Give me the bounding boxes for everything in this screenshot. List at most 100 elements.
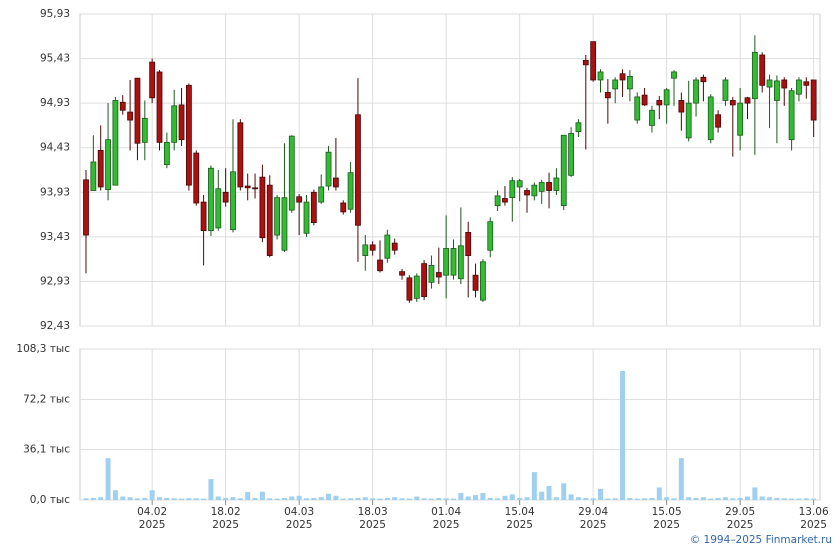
candle-body [163, 141, 170, 166]
volume-bar [274, 498, 280, 500]
candle-body [156, 71, 163, 143]
y-tick-label: 36,1 тыс [23, 444, 70, 456]
volume-bar [781, 498, 787, 500]
candle-body [384, 234, 391, 259]
candle-body [671, 71, 677, 79]
volume-bar [326, 493, 332, 500]
volume-bar [473, 495, 479, 500]
candle-body [751, 51, 758, 100]
candle-body [590, 41, 597, 81]
candle-body [722, 79, 729, 101]
candle-body [171, 105, 178, 143]
candle-body [340, 202, 347, 213]
volume-bar [230, 497, 236, 500]
candle-body [649, 109, 655, 126]
volume-bar [406, 498, 412, 500]
x-tick-label: 04.02 2025 [137, 506, 168, 531]
candle-body [494, 195, 501, 207]
volume-bar [583, 497, 589, 500]
candle-body [112, 100, 119, 186]
candle-body [457, 245, 464, 280]
candle-body [288, 135, 295, 211]
candle-body [465, 231, 472, 256]
candle-body [119, 101, 126, 111]
volume-bar [311, 497, 317, 500]
candle-body [582, 59, 589, 66]
candle-body [487, 221, 494, 251]
candle-body [421, 263, 428, 297]
candle-body [560, 134, 567, 207]
x-tick-label: 15.04 2025 [504, 506, 535, 531]
source: © 1994–2025 Finmarket.ru [689, 534, 832, 546]
candle-body [612, 79, 619, 90]
volume-bar [436, 497, 442, 500]
candle-body [575, 122, 582, 133]
volume-bar [458, 493, 464, 500]
volume-bar [120, 496, 126, 500]
volume-bar [399, 498, 405, 500]
candle-body [134, 77, 141, 144]
y-tick-label: 95,43 [40, 53, 70, 65]
volume-bar [796, 498, 802, 500]
volume-bar [708, 498, 714, 500]
x-tick-label: 01.04 2025 [431, 506, 462, 531]
x-tick-label: 15.05 2025 [651, 506, 682, 531]
candle-body [715, 114, 721, 128]
candle-body [244, 185, 251, 189]
volume-bar [304, 498, 309, 500]
y-tick-label: 72,2 тыс [23, 393, 70, 405]
candle-body [90, 161, 97, 191]
candle-body [766, 79, 773, 88]
volume-bar [517, 497, 523, 500]
x-tick-label: 18.02 2025 [210, 506, 241, 531]
x-tick-label: 29.04 2025 [578, 506, 609, 531]
candle-body [538, 182, 545, 192]
volume-bar [524, 497, 530, 500]
volume-bar [127, 497, 133, 500]
volume-bar [480, 493, 486, 500]
candle-body [406, 277, 413, 301]
volume-bar [105, 458, 111, 500]
volume-bar [414, 496, 420, 500]
volume-bar [237, 498, 243, 500]
volume-bar [186, 498, 192, 500]
volume-bar [568, 494, 574, 500]
candle-body [259, 176, 266, 239]
candle-body [377, 259, 383, 272]
candle-body [127, 111, 133, 121]
candle-body [788, 90, 795, 141]
candle-body [215, 188, 222, 229]
x-tick-label: 13.06 2025 [798, 506, 829, 531]
candle-body [553, 177, 560, 191]
candle-body [141, 117, 148, 143]
candle-body [627, 76, 633, 90]
volume-bar [83, 498, 89, 500]
volume-bar [215, 496, 221, 500]
volume-bar [487, 497, 493, 500]
volume-bar [678, 458, 684, 500]
y-tick-label: 0,0 тыс [30, 494, 70, 506]
candle-body [707, 96, 714, 141]
candle-body [774, 80, 780, 101]
volume-bar [722, 497, 728, 500]
candle-body [516, 180, 523, 188]
candle-body [810, 79, 817, 121]
candle-body [619, 73, 626, 81]
volume-bar [90, 497, 96, 500]
candle-body [310, 191, 317, 223]
volume-panel [79, 348, 821, 501]
candle-body [185, 84, 192, 186]
volume-bar [531, 472, 537, 500]
candle-body [413, 275, 420, 299]
candle-body [729, 100, 736, 106]
candle-body [83, 179, 89, 236]
volume-bar [465, 496, 471, 500]
x-tick-label: 04.03 2025 [284, 506, 315, 531]
candle-body [252, 187, 258, 190]
candle-body [524, 190, 530, 196]
candle-body [450, 248, 457, 276]
candle-body [391, 242, 398, 251]
volume-bar [428, 498, 434, 500]
candle-body [737, 102, 744, 136]
